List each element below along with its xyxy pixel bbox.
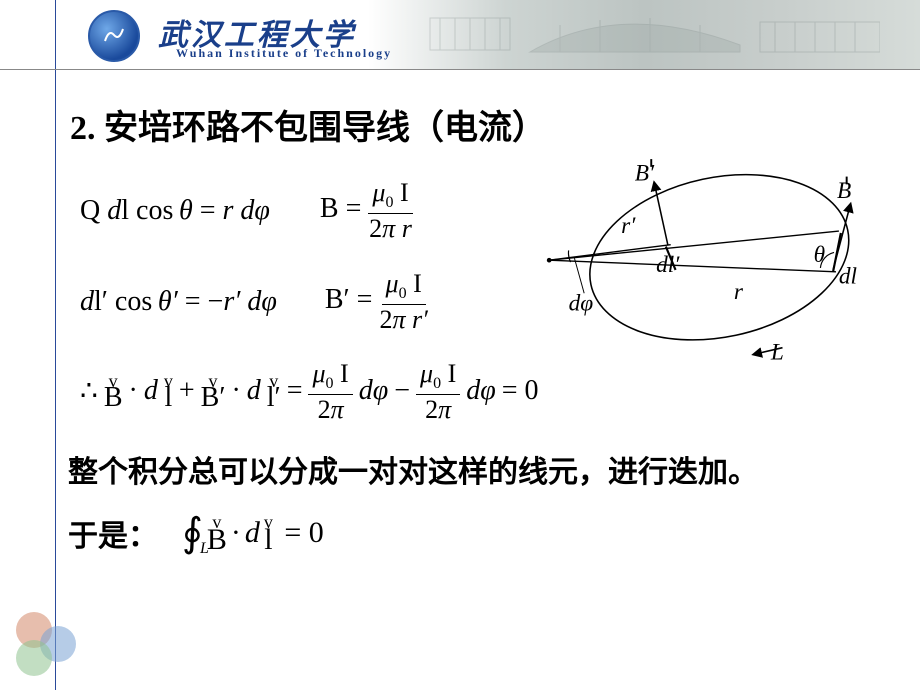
horizontal-rule	[0, 69, 920, 70]
svg-text:B: B	[837, 178, 851, 204]
header: 武汉工程大学 Wuhan Institute of Technology	[0, 0, 920, 70]
svg-text:L: L	[770, 339, 784, 365]
section-title: 2. 安培环路不包围导线（电流）	[70, 100, 910, 149]
svg-text:dφ: dφ	[569, 291, 594, 317]
vertical-rule	[55, 0, 56, 690]
corner-decoration	[6, 604, 96, 684]
university-logo	[88, 10, 140, 62]
therefore-symbol: ∴	[80, 374, 98, 408]
svg-text:B′: B′	[635, 160, 655, 186]
geometry-diagram: B′ B r′ r dl′ dl dφ θ L	[520, 152, 870, 382]
university-name-en: Wuhan Institute of Technology	[176, 46, 392, 61]
svg-text:r′: r′	[621, 213, 636, 239]
svg-text:θ: θ	[814, 242, 825, 268]
svg-text:r: r	[734, 279, 744, 305]
svg-text:dl: dl	[839, 264, 857, 290]
final-row: 于是： ∮L vB · dvl = 0	[68, 511, 910, 555]
contour-integral-symbol: ∮L	[182, 513, 203, 553]
svg-text:dl′: dl′	[656, 252, 680, 278]
header-building-art	[420, 10, 880, 60]
final-label: 于是：	[68, 511, 158, 555]
body-text: 整个积分总可以分成一对对这样的线元，进行迭加。	[68, 447, 910, 491]
